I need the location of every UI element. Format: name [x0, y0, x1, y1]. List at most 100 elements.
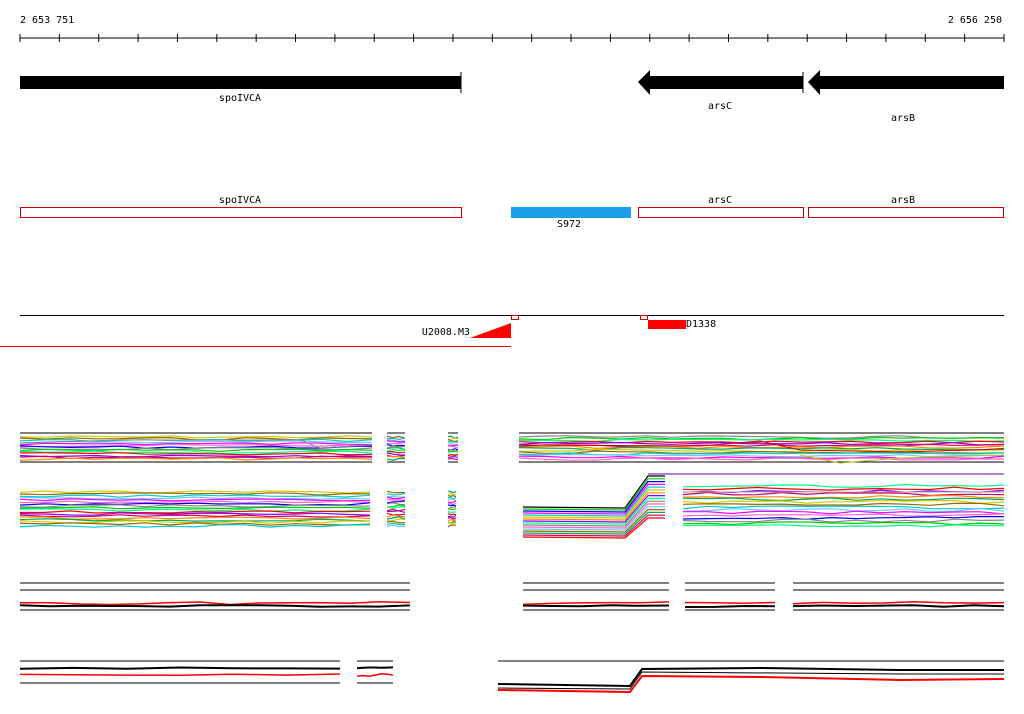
- expression-trace: [447, 514, 457, 518]
- expression-trace: [386, 524, 405, 528]
- annotation-label-S972: S972: [557, 219, 581, 230]
- expression-trace: [682, 502, 1005, 507]
- expression-trace: [19, 446, 373, 451]
- expression-trace: [386, 520, 406, 524]
- expression-trace: [386, 440, 406, 443]
- expression-trace: [522, 509, 665, 533]
- expression-trace: [447, 502, 457, 506]
- expression-trace: [447, 508, 457, 511]
- expression-trace: [447, 495, 457, 498]
- expression-trace: [386, 492, 406, 496]
- feature-wedge-U2008.M3[interactable]: [470, 323, 511, 338]
- expression-trace: [386, 512, 406, 516]
- track-band-4: [19, 660, 1005, 694]
- expression-trace: [19, 516, 371, 520]
- gene-arrow-arsC[interactable]: [638, 70, 803, 95]
- expression-trace: [447, 512, 457, 516]
- gene-arrow-spoIVCA[interactable]: [20, 76, 461, 89]
- expression-trace-black: [19, 666, 341, 670]
- expression-trace: [522, 478, 665, 511]
- expression-trace: [386, 490, 406, 494]
- expression-trace: [518, 457, 1005, 461]
- expression-trace: [447, 516, 457, 520]
- expression-trace-black: [356, 666, 394, 670]
- expression-trace: [682, 486, 1005, 491]
- expression-trace: [682, 505, 1005, 510]
- annotation-label-arsC: arsC: [708, 195, 732, 206]
- expression-trace: [386, 455, 406, 459]
- expression-trace: [682, 524, 1005, 528]
- ruler-end-label: 2 656 250: [948, 15, 1002, 26]
- expression-trace: [386, 514, 406, 518]
- expression-trace: [447, 445, 459, 449]
- expression-trace: [448, 441, 458, 443]
- expression-trace: [522, 481, 665, 513]
- expression-trace-black: [792, 604, 1005, 608]
- expression-trace: [682, 499, 1005, 505]
- expression-trace: [386, 496, 406, 500]
- expression-trace-black: [497, 671, 1004, 690]
- expression-trace: [682, 497, 1005, 502]
- expression-trace: [386, 518, 406, 522]
- expression-trace: [386, 495, 406, 498]
- expression-trace: [19, 457, 373, 461]
- expression-trace: [518, 455, 1005, 460]
- expression-trace: [447, 498, 457, 502]
- expression-trace: [386, 516, 406, 520]
- annotation-track: spoIVCA S972 arsC arsB: [20, 195, 1004, 230]
- annotation-box-arsB[interactable]: [808, 207, 1004, 218]
- expression-trace: [19, 504, 371, 508]
- annotation-box-arsC[interactable]: [638, 207, 804, 218]
- expression-trace: [19, 435, 373, 439]
- gene-arrow-arsB[interactable]: [808, 70, 1004, 95]
- feature-notch-left: [511, 315, 519, 320]
- expression-trace-black: [19, 604, 411, 608]
- expression-trace-red: [522, 601, 670, 606]
- expression-trace: [386, 452, 406, 456]
- track-band-2-right: [682, 483, 1005, 528]
- gene-label-arsB: arsB: [891, 113, 915, 124]
- expression-trace: [386, 442, 406, 445]
- coordinate-ruler: 2 653 751 2 656 250: [19, 15, 1005, 42]
- expression-trace-red: [356, 673, 394, 677]
- expression-trace: [522, 506, 665, 531]
- expression-trace-red: [19, 673, 341, 676]
- expression-trace: [522, 517, 665, 539]
- feature-block-D1338[interactable]: [648, 320, 686, 329]
- ruler-start-label: 2 653 751: [20, 15, 74, 26]
- annotation-box-spoIVCA[interactable]: [20, 207, 462, 218]
- expression-trace: [447, 504, 457, 507]
- expression-trace: [19, 508, 371, 512]
- expression-trace: [522, 514, 665, 537]
- expression-trace: [682, 521, 1005, 526]
- expression-trace-red: [684, 601, 776, 604]
- expression-trace: [19, 443, 373, 448]
- annotation-label-spoIVCA: spoIVCA: [219, 195, 261, 206]
- expression-trace: [19, 452, 373, 456]
- expression-trace: [447, 435, 459, 439]
- annotation-box-S972[interactable]: [511, 207, 631, 218]
- expression-trace: [386, 508, 406, 512]
- expression-trace-red: [792, 601, 1005, 605]
- expression-tracks: [19, 432, 1005, 694]
- feature-notch-right: [640, 315, 648, 320]
- expression-trace: [447, 496, 457, 500]
- expression-trace: [682, 513, 1005, 517]
- expression-trace: [682, 507, 1005, 513]
- track-band-1: [19, 432, 1005, 463]
- expression-trace: [19, 496, 371, 500]
- expression-trace: [447, 457, 459, 460]
- gene-label-arsC: arsC: [708, 101, 732, 112]
- expression-trace: [19, 524, 371, 528]
- expression-trace: [447, 524, 457, 528]
- feature-label-D1338: D1338: [686, 319, 716, 330]
- expression-trace: [522, 492, 665, 521]
- expression-trace: [682, 483, 1005, 488]
- expression-trace: [386, 437, 406, 441]
- expression-trace: [19, 494, 371, 498]
- expression-trace: [386, 457, 406, 461]
- expression-trace: [447, 437, 459, 440]
- expression-trace: [386, 448, 406, 452]
- expression-trace: [518, 440, 1005, 444]
